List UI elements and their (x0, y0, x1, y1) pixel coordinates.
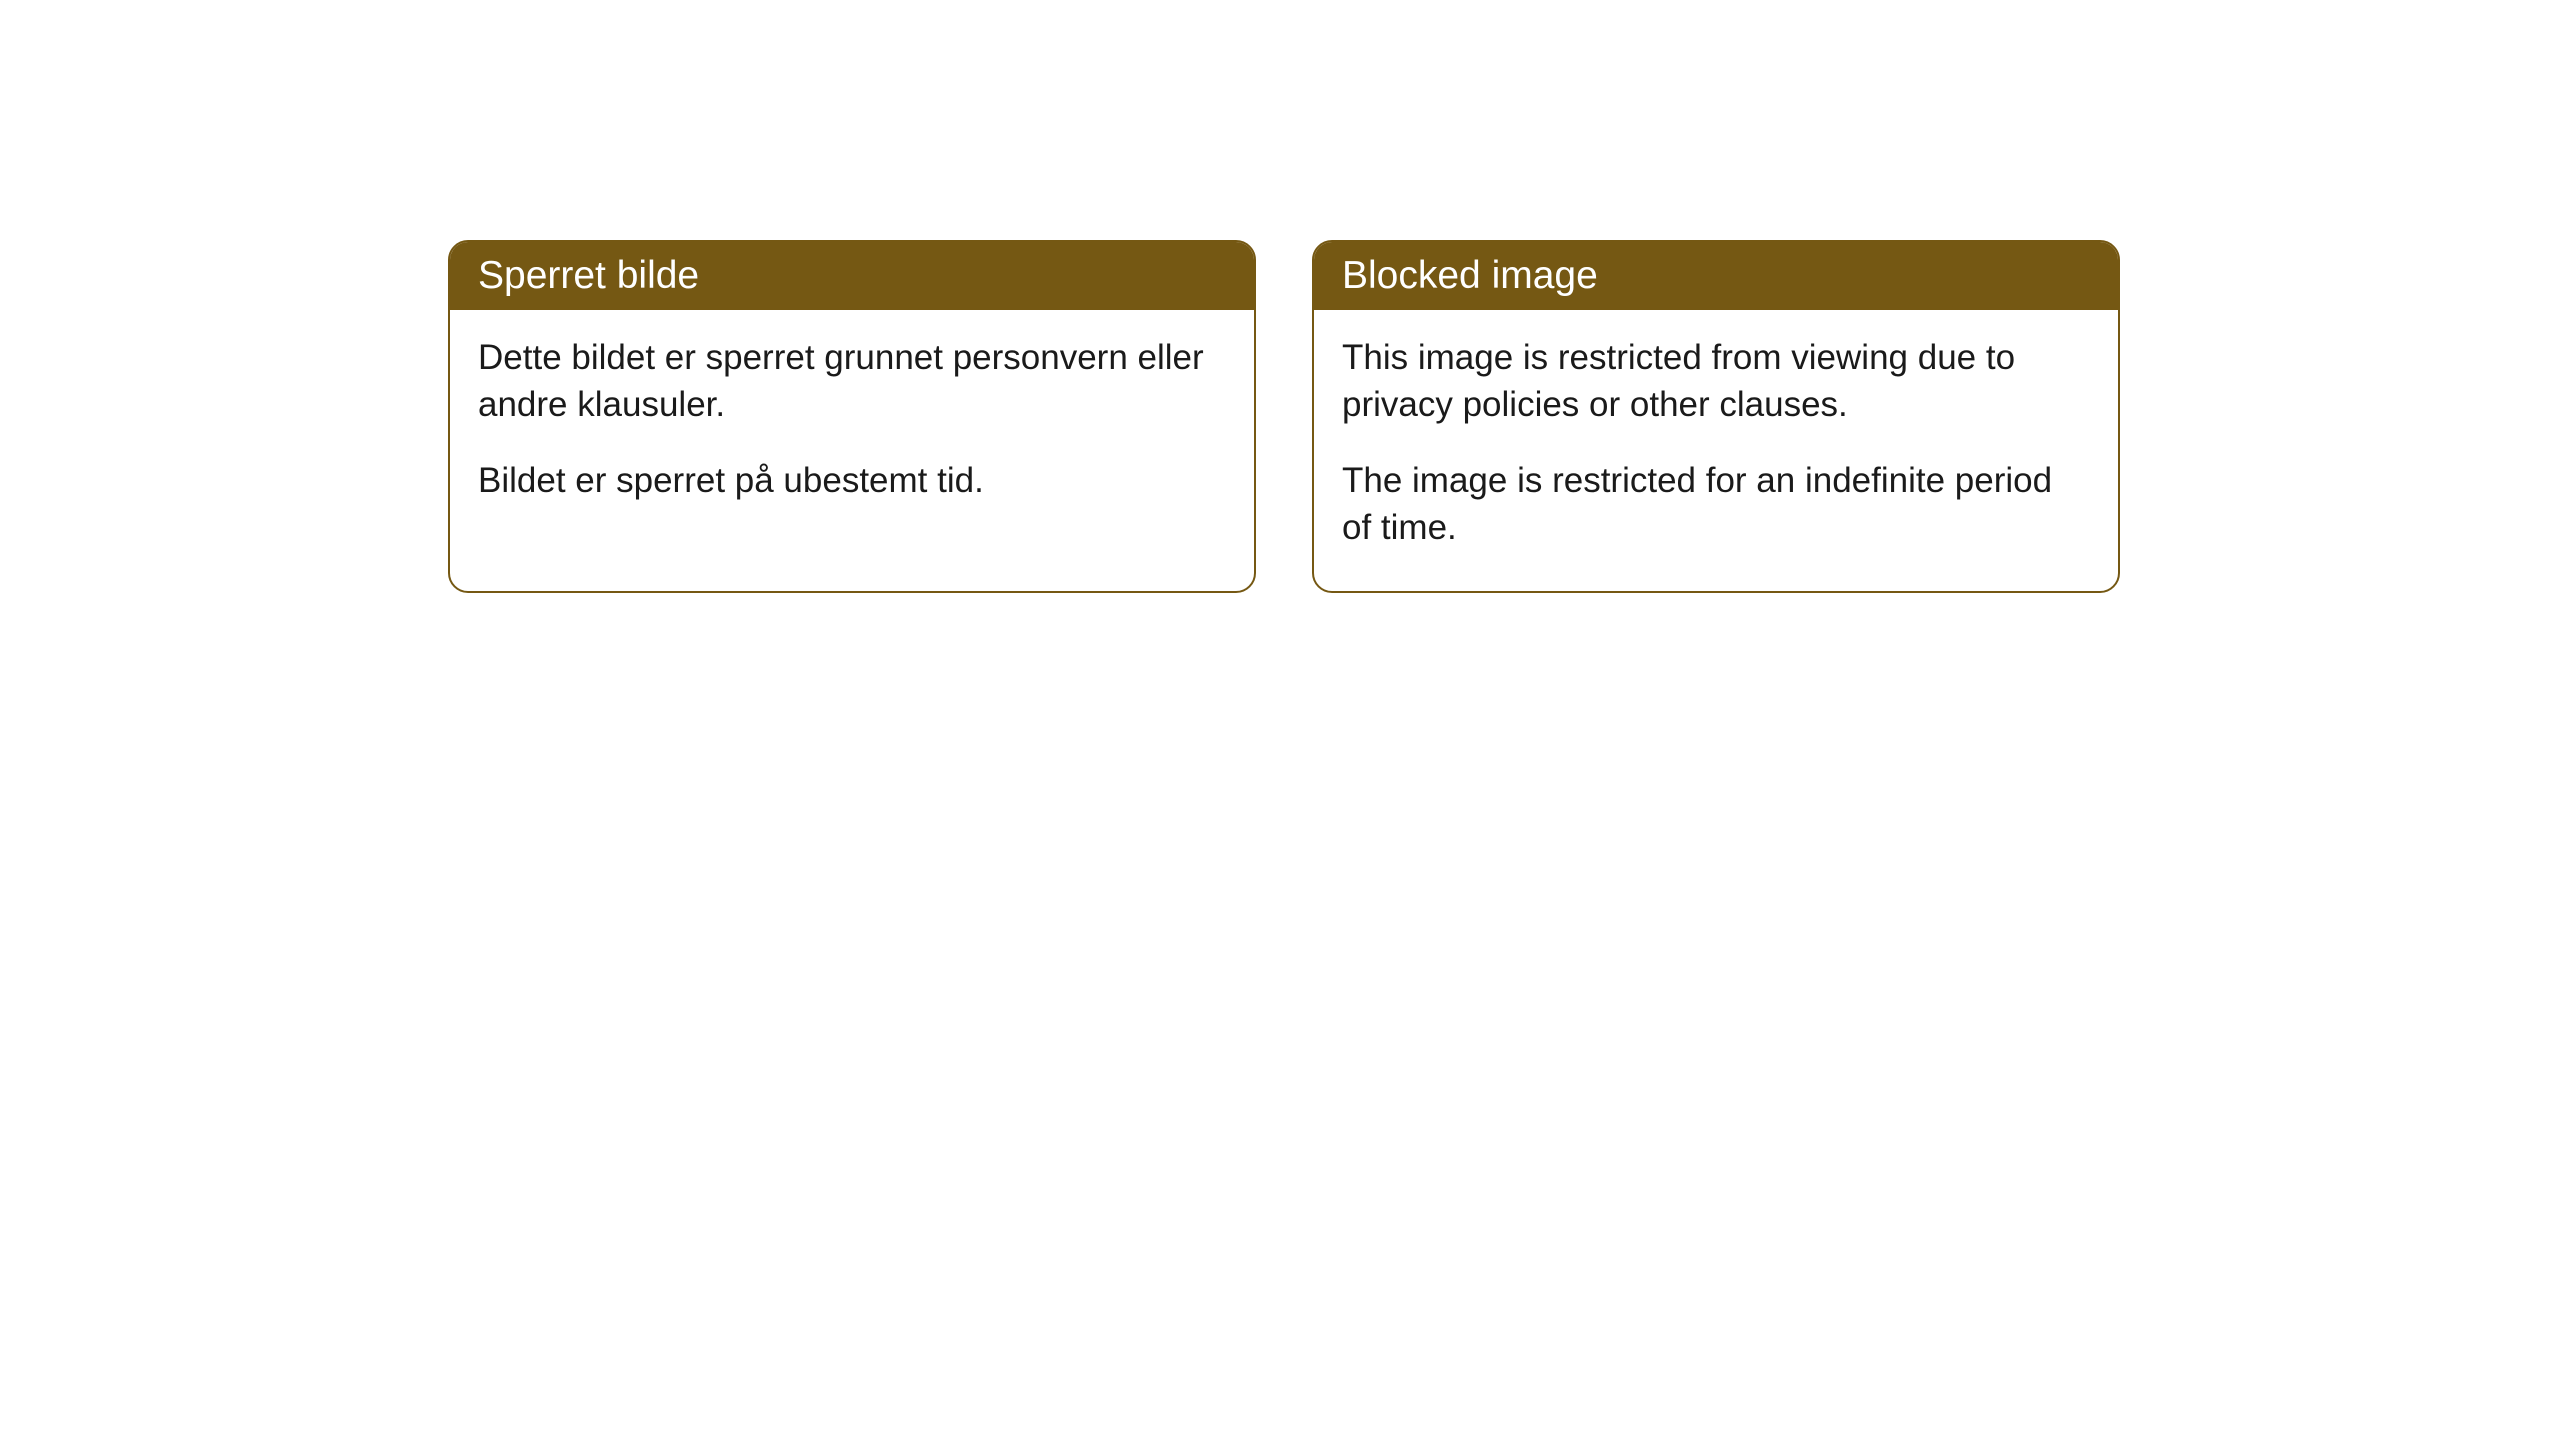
card-title: Blocked image (1342, 254, 1598, 297)
card-header: Sperret bilde (450, 242, 1254, 310)
card-body: Dette bildet er sperret grunnet personve… (450, 310, 1254, 544)
notice-card-norwegian: Sperret bilde Dette bildet er sperret gr… (448, 240, 1256, 593)
card-paragraph: The image is restricted for an indefinit… (1342, 457, 2090, 552)
card-paragraph: Bildet er sperret på ubestemt tid. (478, 457, 1226, 504)
notice-cards-container: Sperret bilde Dette bildet er sperret gr… (448, 240, 2560, 593)
card-paragraph: Dette bildet er sperret grunnet personve… (478, 334, 1226, 429)
card-header: Blocked image (1314, 242, 2118, 310)
card-title: Sperret bilde (478, 254, 699, 297)
notice-card-english: Blocked image This image is restricted f… (1312, 240, 2120, 593)
card-body: This image is restricted from viewing du… (1314, 310, 2118, 591)
card-paragraph: This image is restricted from viewing du… (1342, 334, 2090, 429)
